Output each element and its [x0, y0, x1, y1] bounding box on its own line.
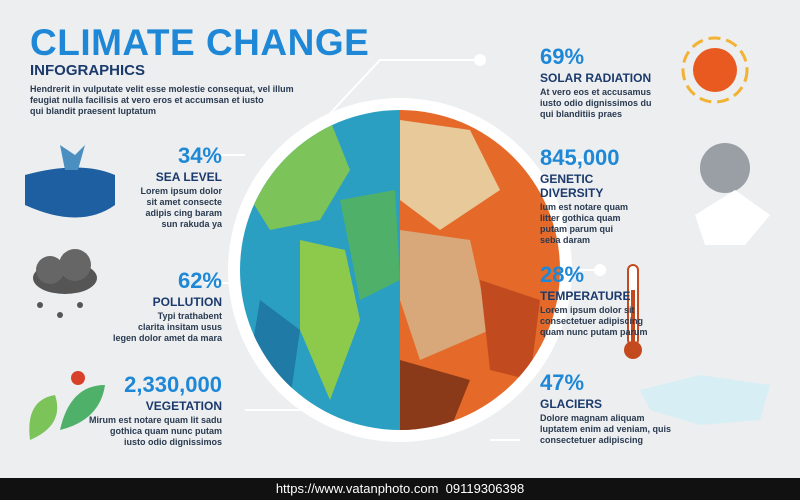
stat-text: Mirum est notare quam lit sadu	[88, 415, 222, 425]
stat-text: gothica quam nunc putam	[109, 426, 222, 436]
stat-value: 845,000	[540, 145, 620, 170]
artwork	[25, 36, 770, 442]
stat-label: POLLUTION	[152, 295, 222, 309]
intro-text: Hendrerit in vulputate velit esse molest…	[30, 84, 294, 94]
intro-text: feugiat nulla facilisis at vero eros et …	[30, 95, 264, 105]
cloud-icon	[33, 249, 97, 318]
stat-label: GENETIC	[540, 172, 594, 186]
globe	[240, 110, 560, 430]
stat-text: luptatem enim ad veniam, quis	[540, 424, 672, 434]
stat-text: putam parum qui	[540, 224, 614, 234]
stat-value: 62%	[177, 268, 222, 293]
title: CLIMATE CHANGE	[30, 22, 370, 63]
stat-text: quam nunc putam parum	[540, 327, 648, 337]
stat-text: seba daram	[540, 235, 591, 245]
stat-value: 69%	[540, 44, 585, 69]
stat-text: Lorem ipsum dolor sit	[540, 305, 635, 315]
stat-label: TEMPERATURE	[540, 289, 631, 303]
ice-icon	[640, 375, 770, 425]
stat-value: 28%	[540, 262, 585, 287]
sun-icon	[681, 36, 749, 104]
stat-text: Typi trathabent	[157, 311, 222, 321]
stat-text: adipis cing baram	[145, 208, 222, 218]
footer: https://www.vatanphoto.com 09119306398	[0, 478, 800, 500]
stat-text: lum est notare quam	[540, 202, 629, 212]
stat-text: consectetuer adipiscing	[540, 435, 644, 445]
stat-value: 2,330,000	[124, 372, 222, 397]
stat-text: litter gothica quam	[540, 213, 621, 223]
stat-text: clarita insitam usus	[137, 322, 222, 332]
thermometer-icon	[624, 264, 642, 359]
stat-text: legen dolor amet da mara	[112, 333, 222, 343]
stat-value: 47%	[540, 370, 585, 395]
stat-text: qui blanditiis praes	[540, 109, 623, 119]
stat-text: sit amet consecte	[146, 197, 222, 207]
stat-text: Lorem ipsum dolor	[140, 186, 222, 196]
stat-text: sun rakuda ya	[161, 219, 222, 229]
stat-text: At vero eos et accusamus	[540, 87, 652, 97]
stat-label: SEA LEVEL	[155, 170, 222, 184]
stat-text: consectetuer adipiscing	[540, 316, 644, 326]
stat-text: iusto odio dignissimos	[123, 437, 222, 447]
leaf-icon	[29, 371, 105, 440]
whale-icon	[25, 145, 115, 218]
stat-label: VEGETATION	[145, 399, 222, 413]
intro-text: qui blandit praesent luptatum	[30, 106, 157, 116]
stat-label: DIVERSITY	[540, 186, 604, 200]
stat-label: GLACIERS	[540, 397, 603, 411]
stat-label: SOLAR RADIATION	[540, 71, 652, 85]
stat-text: Dolore magnam aliquam	[540, 413, 645, 423]
stat-value: 34%	[177, 143, 222, 168]
stat-text: iusto odio dignissimos du	[540, 98, 652, 108]
subtitle: INFOGRAPHICS	[30, 62, 146, 79]
bear-icon	[695, 143, 770, 245]
